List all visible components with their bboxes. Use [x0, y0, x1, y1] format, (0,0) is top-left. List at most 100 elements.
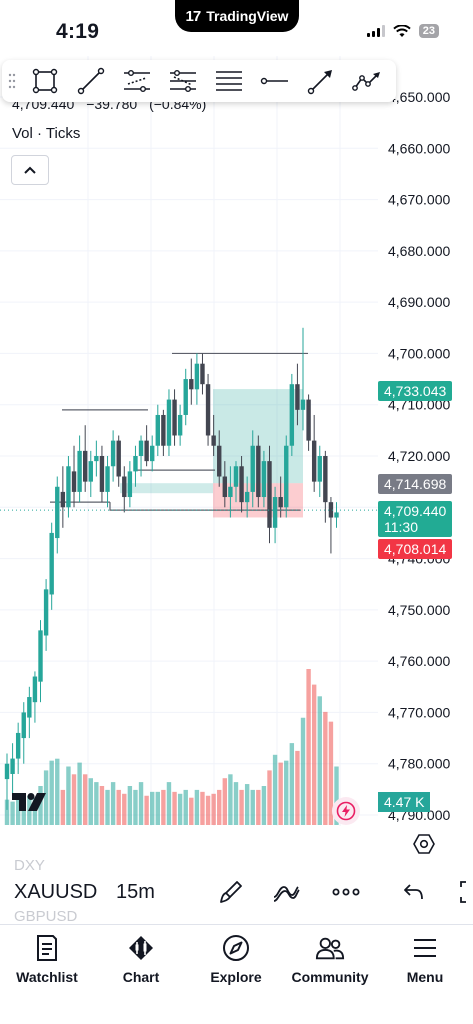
volume-bar	[205, 795, 211, 825]
previous-symbol[interactable]: DXY	[14, 857, 45, 874]
bar-countdown: 11:30	[384, 519, 418, 535]
dynamic-island: 17 TradingView	[175, 0, 299, 32]
more-options-button[interactable]	[330, 876, 362, 908]
volume-bar	[150, 791, 155, 825]
tradingview-watermark-icon[interactable]	[10, 788, 54, 816]
parallel-channel-tool[interactable]	[114, 60, 160, 102]
hexagon-settings-icon	[413, 834, 435, 854]
candle-body	[38, 630, 43, 682]
volume-bar	[116, 789, 121, 825]
volume-bar	[138, 782, 144, 825]
bottom-tab-bar: Watchlist Chart Explore Community Menu	[0, 924, 473, 1024]
candle-body	[116, 440, 121, 477]
drawing-toolbar	[2, 60, 396, 102]
volume-bar	[239, 789, 244, 825]
drag-handle-icon[interactable]	[2, 60, 22, 102]
tab-community[interactable]: Community	[283, 933, 377, 985]
rectangle-tool[interactable]	[22, 60, 68, 102]
tab-chart[interactable]: Chart	[94, 933, 188, 985]
candle-body	[334, 512, 339, 518]
volume-bar	[77, 762, 82, 825]
fullscreen-button[interactable]	[452, 876, 473, 908]
candle-body	[77, 450, 82, 492]
price-axis-label: 4,760.000	[388, 653, 450, 669]
path-tool-icon	[352, 72, 380, 91]
indicators-button[interactable]	[270, 876, 302, 908]
more-dots-icon	[332, 888, 360, 896]
candle-body	[4, 763, 10, 780]
candles-icon	[129, 936, 153, 960]
candle-body	[217, 445, 222, 477]
volume-bar	[166, 782, 172, 825]
tab-explore[interactable]: Explore	[189, 933, 283, 985]
chart-settings-button[interactable]	[412, 832, 436, 856]
volume-bar	[105, 789, 110, 825]
volume-bar	[127, 786, 133, 825]
tab-label-watchlist: Watchlist	[16, 969, 78, 985]
entry-zone	[120, 483, 213, 494]
volume-indicator-label[interactable]: Vol · Ticks	[12, 125, 81, 142]
candle-body	[183, 379, 188, 415]
volume-bar	[228, 774, 233, 825]
compass-icon	[223, 935, 249, 961]
volume-bar	[278, 762, 283, 825]
tab-watchlist[interactable]: Watchlist	[0, 933, 94, 985]
volume-bar	[43, 770, 49, 825]
symbol-selector[interactable]: XAUUSD	[14, 881, 98, 903]
candle-body	[10, 758, 15, 774]
volume-bar	[217, 789, 222, 825]
candlestick-chart[interactable]: 4,790.0004,780.0004,770.0004,760.0004,75…	[0, 56, 473, 832]
volume-bar	[110, 782, 116, 825]
take-profit-price-tag: 4,733.043	[378, 381, 453, 401]
regression-trend-tool[interactable]	[160, 60, 206, 102]
volume-value-tag: 4.47 K	[378, 792, 431, 812]
candle-body	[55, 486, 60, 539]
horizontal-lines-tool[interactable]	[206, 60, 252, 102]
volume-bar	[133, 789, 138, 825]
volume-bar	[250, 789, 255, 825]
candle-body	[194, 363, 200, 390]
price-axis-label: 4,700.000	[388, 345, 450, 361]
candle-body	[272, 497, 278, 528]
volume-bar	[334, 766, 339, 825]
path-tool[interactable]	[344, 60, 390, 102]
collapse-indicators-button[interactable]	[11, 155, 49, 185]
chevron-up-icon	[24, 166, 36, 174]
candle-body	[295, 384, 300, 410]
candle-body	[166, 399, 172, 446]
horizontal-ray-tool[interactable]	[252, 60, 298, 102]
volume-bar	[88, 778, 93, 825]
price-axis-label: 4,670.000	[388, 192, 450, 208]
tab-menu[interactable]: Menu	[378, 933, 472, 985]
last-price-tag: 4,709.440 11:30	[378, 501, 453, 537]
candle-body	[71, 471, 77, 492]
candle-body	[94, 456, 99, 462]
flash-order-button[interactable]	[332, 797, 360, 825]
candle-body	[150, 445, 155, 462]
undo-button[interactable]	[398, 876, 430, 908]
candle-body	[27, 697, 32, 718]
candle-body	[233, 466, 239, 487]
volume-bar	[323, 711, 328, 825]
trend-line-tool[interactable]	[68, 60, 114, 102]
price-axis-label: 4,690.000	[388, 294, 450, 310]
volume-bar	[32, 797, 38, 825]
chart-area[interactable]: 4,790.000 4,780.000 4,770.000 4,760.000 4,75…	[0, 56, 473, 832]
parallel-channel-tool-icon	[124, 69, 150, 93]
volume-bar	[15, 797, 21, 825]
app-pill-label: TradingView	[206, 8, 289, 24]
arrow-tool[interactable]	[298, 60, 344, 102]
drawing-tools-button[interactable]	[215, 876, 247, 908]
volume-bar	[183, 789, 188, 825]
fullscreen-icon	[460, 881, 466, 903]
volume-bar	[60, 789, 66, 825]
price-axis-label: 4,680.000	[388, 243, 450, 259]
next-symbol[interactable]: GBPUSD	[14, 908, 78, 925]
interval-selector[interactable]: 15m	[116, 881, 155, 903]
candle-body	[222, 476, 228, 498]
volume-bar	[244, 784, 250, 825]
candle-body	[15, 732, 21, 759]
candle-body	[127, 471, 133, 498]
volume-bar	[233, 782, 239, 825]
price-axis-label: 4,770.000	[388, 704, 450, 720]
